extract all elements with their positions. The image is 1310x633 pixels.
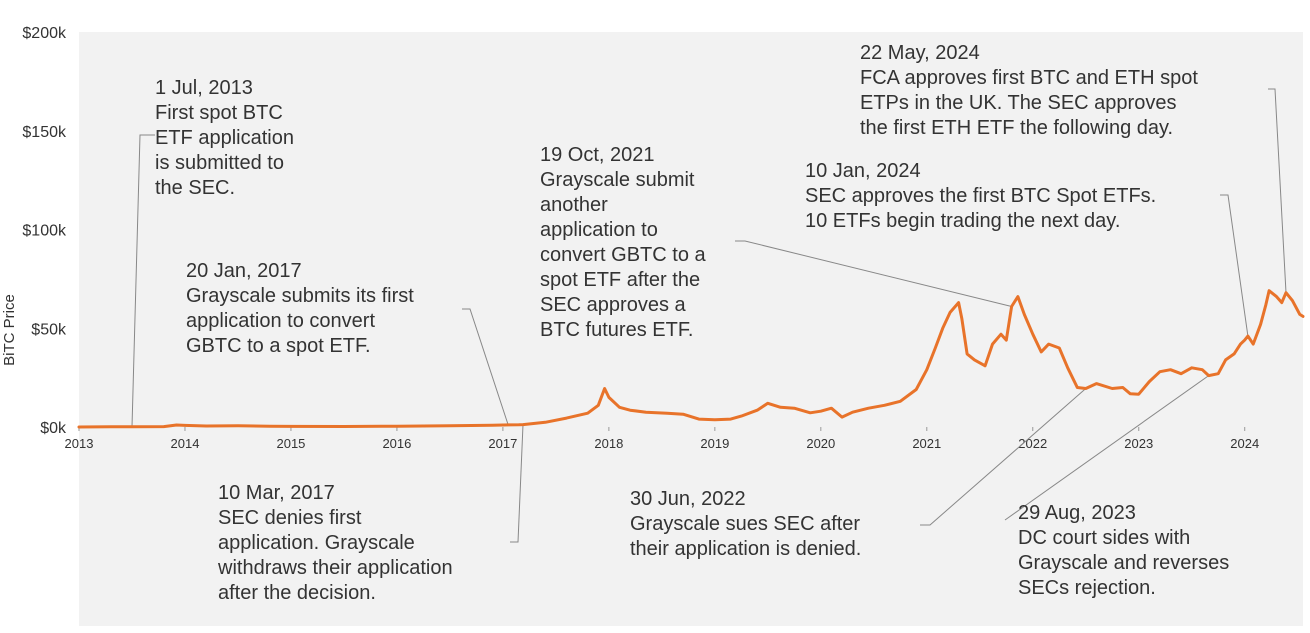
annotation-text-line: Grayscale and reverses [1018,552,1229,574]
annotation-text-line: FCA approves first BTC and ETH spot [860,67,1198,89]
annotation-date: 20 Jan, 2017 [186,260,302,282]
annotation: 29 Aug, 2023 DC court sides with Grayscale… [1018,502,1229,599]
annotation-text-line: application to convert [186,310,375,332]
annotation-text-line: application. Grayscale [218,532,415,554]
annotation-date: 10 Jan, 2024 [805,160,921,182]
x-tick-label: 2014 [171,436,200,451]
annotation-date: 1 Jul, 2013 [155,77,253,99]
annotation-date: 19 Oct, 2021 [540,144,655,166]
annotation-text-line: the first ETH ETF the following day. [860,117,1173,139]
annotation-text-line: ETF application [155,127,294,149]
x-tick-label: 2022 [1018,436,1047,451]
annotation-text-line: GBTC to a spot ETF. [186,335,371,357]
btc-price-line [77,289,1305,429]
y-tick-label: $200k [22,25,67,42]
annotation: 10 Jan, 2024 SEC approves the first BTC S… [805,160,1156,232]
y-tick-label: $150k [22,124,67,141]
x-tick-label: 2020 [806,436,835,451]
annotation-text-line: BTC futures ETF. [540,319,693,341]
annotation-text-line: DC court sides with [1018,527,1190,549]
y-axis-label: BiTC Price [1,294,18,366]
annotation-text-line: SEC approves a [540,294,687,316]
x-tick-label: 2024 [1230,436,1259,451]
annotation-text-line: 10 ETFs begin trading the next day. [805,210,1120,232]
annotation-leader [510,424,524,543]
annotation-text-line: First spot BTC [155,102,283,124]
y-axis-ticks: $0k $50k $100k $150k $200k [22,25,67,437]
annotation-text-line: Grayscale sues SEC after [630,513,860,535]
annotation-text-line: withdraws their application [217,557,453,579]
annotation-text-line: Grayscale submits its first [186,285,414,307]
annotation-date: 29 Aug, 2023 [1018,502,1136,524]
annotation-date: 22 May, 2024 [860,42,980,64]
annotations: 1 Jul, 2013 First spot BTC ETF application… [155,42,1229,604]
annotation-text-line: after the decision. [218,582,376,604]
annotation-leader [462,308,509,426]
x-tick-label: 2016 [382,436,411,451]
annotation: 1 Jul, 2013 First spot BTC ETF application… [155,77,294,199]
annotation-text-line: SEC denies first [218,507,362,529]
y-tick-label: $0k [40,420,67,437]
annotation-text-line: their application is denied. [630,538,861,560]
annotation-text-line: convert GBTC to a [540,244,706,266]
annotation-text-line: SECs rejection. [1018,577,1156,599]
annotation: 20 Jan, 2017 Grayscale submits its first a… [186,260,414,357]
annotation-text-line: Grayscale submit [540,169,695,191]
annotation-text-line: SEC approves the first BTC Spot ETFs. [805,185,1156,207]
annotation-leader [1004,375,1209,521]
y-tick-label: $50k [31,321,67,338]
annotation-date: 10 Mar, 2017 [218,482,335,504]
annotation-text-line: the SEC. [155,177,235,199]
annotation: 19 Oct, 2021 Grayscale submit another appli… [540,144,706,341]
annotation-text-line: another [540,194,608,216]
annotation-leader-lines [131,88,1287,543]
annotation-leader [920,388,1087,526]
y-tick-label: $100k [22,223,67,240]
annotation-date: 30 Jun, 2022 [630,488,746,510]
x-tick-label: 2019 [700,436,729,451]
annotation-text-line: ETPs in the UK. The SEC approves [860,92,1176,114]
x-tick-label: 2015 [276,436,305,451]
annotation-leader [735,240,1012,307]
annotation-text-line: application to [540,219,658,241]
annotation-leader [131,134,155,427]
x-tick-label: 2017 [488,436,517,451]
annotation: 30 Jun, 2022 Grayscale sues SEC after thei… [630,488,861,560]
x-tick-label: 2013 [65,436,94,451]
annotation: 22 May, 2024 FCA approves first BTC and E… [860,42,1198,139]
x-tick-label: 2018 [594,436,623,451]
annotation-leader [1268,88,1287,293]
annotation: 10 Mar, 2017 SEC denies first application.… [217,482,453,604]
annotation-text-line: spot ETF after the [540,269,700,291]
annotation-leader [1220,194,1249,337]
annotation-text-line: is submitted to [155,152,284,174]
x-tick-label: 2021 [912,436,941,451]
x-axis-ticks: 2013 2014 2015 2016 2017 2018 2019 2020 2021 2022… [65,427,1259,451]
x-tick-label: 2023 [1124,436,1153,451]
plot-background [79,32,1303,626]
